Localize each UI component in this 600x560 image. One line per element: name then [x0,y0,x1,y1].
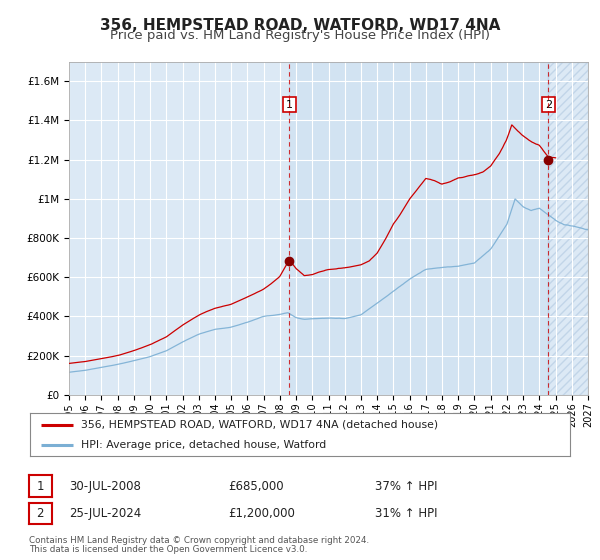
Text: £1,200,000: £1,200,000 [228,507,295,520]
Text: This data is licensed under the Open Government Licence v3.0.: This data is licensed under the Open Gov… [29,545,307,554]
Text: 2: 2 [37,507,44,520]
Text: HPI: Average price, detached house, Watford: HPI: Average price, detached house, Watf… [82,440,326,450]
Bar [548,62,588,395]
Text: 356, HEMPSTEAD ROAD, WATFORD, WD17 4NA (detached house): 356, HEMPSTEAD ROAD, WATFORD, WD17 4NA (… [82,419,439,430]
Bar [289,62,548,395]
Text: 356, HEMPSTEAD ROAD, WATFORD, WD17 4NA: 356, HEMPSTEAD ROAD, WATFORD, WD17 4NA [100,18,500,33]
Text: Contains HM Land Registry data © Crown copyright and database right 2024.: Contains HM Land Registry data © Crown c… [29,536,369,545]
Text: £685,000: £685,000 [228,479,284,493]
Text: 2: 2 [545,100,552,110]
Text: 1: 1 [37,479,44,493]
Text: Price paid vs. HM Land Registry's House Price Index (HPI): Price paid vs. HM Land Registry's House … [110,29,490,42]
Text: 37% ↑ HPI: 37% ↑ HPI [375,479,437,493]
Text: 30-JUL-2008: 30-JUL-2008 [69,479,141,493]
Bar [548,62,588,395]
Text: 31% ↑ HPI: 31% ↑ HPI [375,507,437,520]
Text: 1: 1 [286,100,293,110]
Text: 25-JUL-2024: 25-JUL-2024 [69,507,141,520]
